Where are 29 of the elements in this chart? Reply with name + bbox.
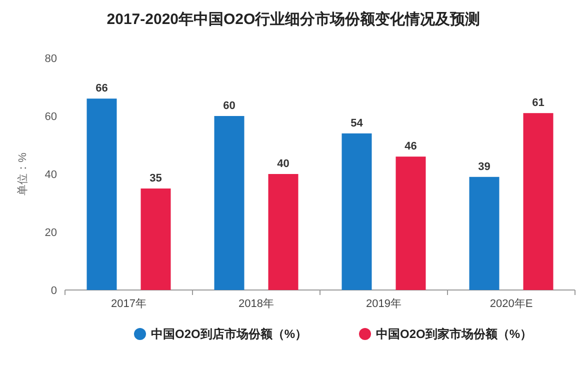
bar [523,113,554,290]
x-tick-label: 2018年 [238,298,274,310]
bar [268,174,298,290]
data-label: 61 [532,97,544,110]
y-tick-label: 80 [44,53,57,65]
y-axis-title: 单位：% [16,152,29,196]
y-tick-label: 0 [50,285,57,297]
data-label: 66 [96,82,108,95]
bar [342,133,372,290]
bar [396,156,426,290]
data-label: 40 [277,158,290,170]
legend-label: 中国O2O到家市场份额（%） [376,327,532,341]
data-label: 54 [350,117,364,130]
bar [86,98,117,290]
y-tick-label: 20 [44,227,57,239]
y-tick-label: 60 [44,111,57,123]
x-tick-label: 2020年E [490,298,533,310]
data-label: 35 [150,172,162,184]
data-label: 46 [404,140,417,153]
data-label: 60 [223,100,236,112]
x-tick-label: 2017年 [111,298,146,310]
x-tick-label: 2019年 [366,298,402,310]
chart-title: 2017-2020年中国O2O行业细分市场份额变化情况及预测 [106,10,480,28]
y-tick-label: 40 [44,169,57,181]
bar [469,176,500,290]
legend-label: 中国O2O到店市场份额（%） [151,327,308,341]
bar [214,116,244,290]
data-label: 39 [478,160,490,173]
bar [140,188,171,290]
